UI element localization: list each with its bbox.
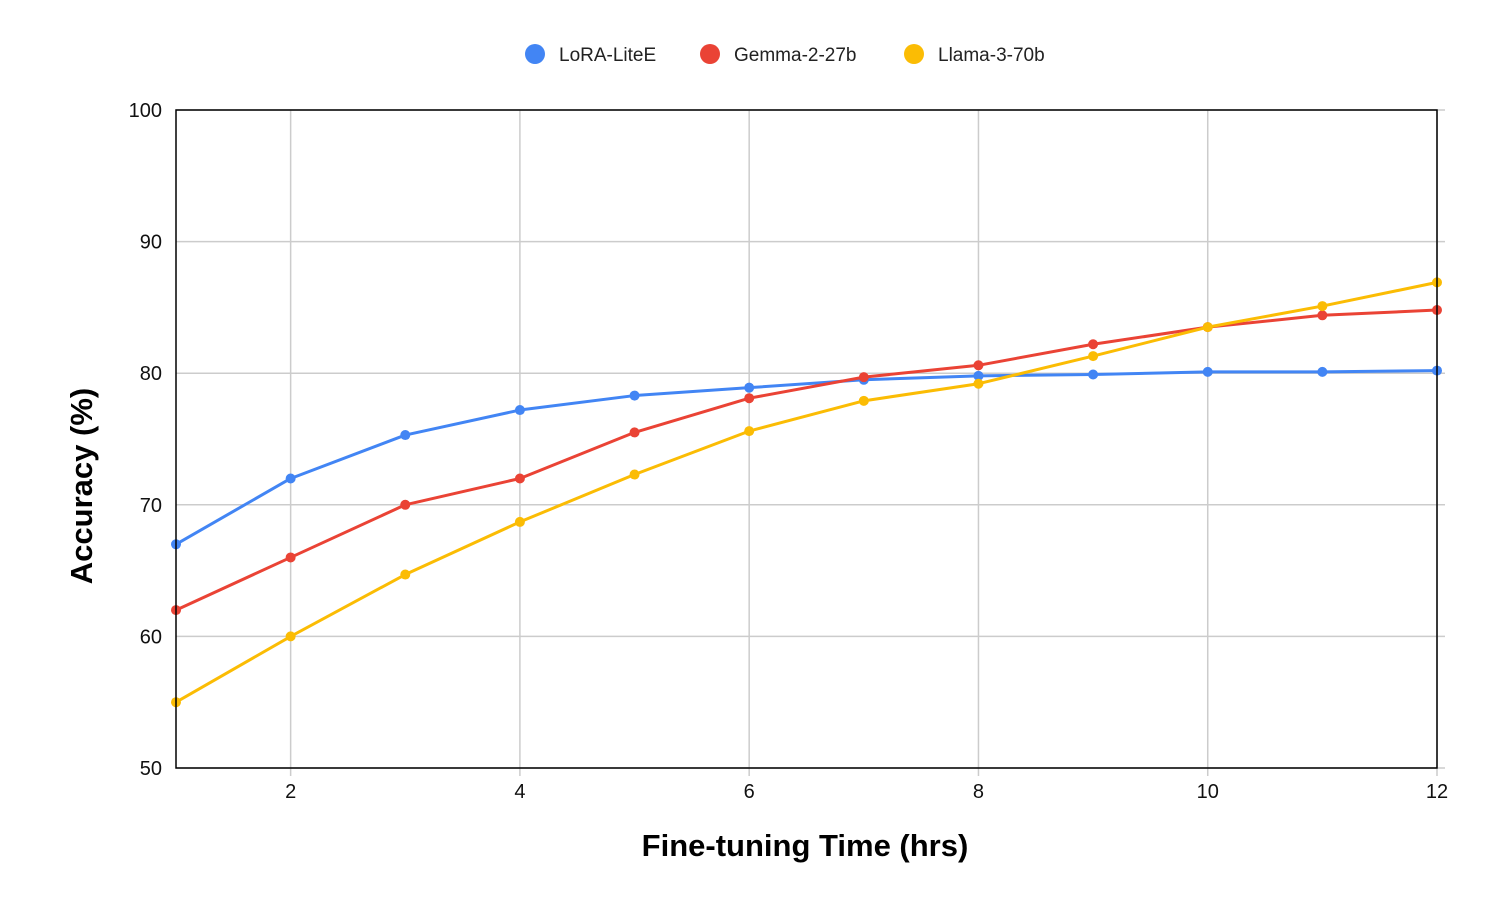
x-tick-label: 10 <box>1197 781 1219 803</box>
data-point-gemma-2-27b <box>1088 339 1099 350</box>
legend-item-llama-3-70b: Llama-3-70b <box>904 44 1045 66</box>
data-point-llama-3-70b <box>1088 351 1099 362</box>
series-gemma-2-27b <box>171 305 1442 616</box>
legend-label-llama-3-70b: Llama-3-70b <box>938 45 1045 66</box>
series-lines <box>171 277 1442 708</box>
legend-marker-lora-litee <box>525 44 545 64</box>
data-point-llama-3-70b <box>1317 301 1328 312</box>
legend: LoRA-LiteE Gemma-2-27b Llama-3-70b <box>525 44 1045 66</box>
data-point-gemma-2-27b <box>400 499 411 510</box>
data-point-llama-3-70b <box>1202 322 1213 333</box>
data-point-lora-litee <box>973 370 984 381</box>
plot-area-frame <box>175 109 1438 769</box>
data-point-lora-litee <box>514 405 525 416</box>
data-point-lora-litee <box>629 390 640 401</box>
x-tick-label: 6 <box>744 781 755 803</box>
series-line-lora-litee <box>174 369 1439 546</box>
data-point-lora-litee <box>400 430 411 441</box>
series-lora-litee <box>171 365 1442 550</box>
data-point-gemma-2-27b <box>514 473 525 484</box>
data-point-lora-litee <box>1088 369 1099 380</box>
legend-marker-gemma-2-27b <box>700 44 720 64</box>
data-point-llama-3-70b <box>629 469 640 480</box>
y-tick-label: 70 <box>140 495 162 517</box>
data-point-llama-3-70b <box>858 395 869 406</box>
data-point-gemma-2-27b <box>1317 310 1328 321</box>
data-point-llama-3-70b <box>973 378 984 389</box>
y-tick-label: 50 <box>140 758 162 780</box>
legend-item-gemma-2-27b: Gemma-2-27b <box>700 44 857 66</box>
data-point-llama-3-70b <box>400 569 411 580</box>
data-point-lora-litee <box>744 382 755 393</box>
data-point-llama-3-70b <box>744 426 755 437</box>
data-point-lora-litee <box>1317 366 1328 377</box>
y-tick-label: 80 <box>140 363 162 385</box>
series-llama-3-70b <box>171 277 1442 708</box>
x-tick-label: 2 <box>285 781 296 803</box>
x-axis-title: Fine-tuning Time (hrs) <box>642 828 969 863</box>
data-point-gemma-2-27b <box>973 360 984 371</box>
x-tick-label: 4 <box>514 781 525 803</box>
legend-label-lora-litee: LoRA-LiteE <box>559 45 656 66</box>
data-point-gemma-2-27b <box>744 393 755 404</box>
x-tick-label: 8 <box>973 781 984 803</box>
data-point-lora-litee <box>285 473 296 484</box>
data-point-llama-3-70b <box>514 516 525 527</box>
series-line-gemma-2-27b <box>174 308 1439 612</box>
y-axis-title: Accuracy (%) <box>64 388 99 584</box>
legend-marker-llama-3-70b <box>904 44 924 64</box>
data-point-lora-litee <box>1202 366 1213 377</box>
gridlines <box>176 109 1445 776</box>
y-tick-label: 90 <box>140 232 162 254</box>
y-tick-label: 60 <box>140 626 162 648</box>
legend-item-lora-litee: LoRA-LiteE <box>525 44 656 66</box>
legend-label-gemma-2-27b: Gemma-2-27b <box>734 45 857 66</box>
data-point-gemma-2-27b <box>858 372 869 383</box>
x-tick-label: 12 <box>1426 781 1448 803</box>
data-point-gemma-2-27b <box>629 427 640 438</box>
series-line-llama-3-70b <box>174 280 1439 704</box>
data-point-gemma-2-27b <box>285 552 296 563</box>
data-point-llama-3-70b <box>285 631 296 642</box>
y-tick-label: 100 <box>129 100 162 122</box>
axis-ticks: 50 60 70 80 90 100 2 4 6 8 10 12 <box>129 100 1449 803</box>
